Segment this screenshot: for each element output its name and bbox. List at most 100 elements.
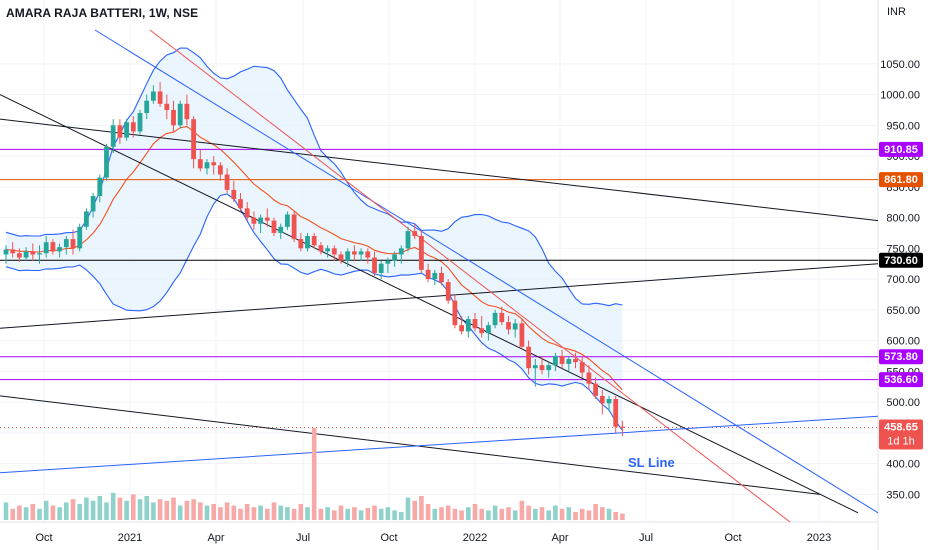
volume-bar [325,507,330,520]
volume-bar [338,505,344,520]
volume-bar [365,508,371,520]
volume-bar [265,508,270,520]
volume-bar [486,510,491,520]
volume-bar [305,507,310,520]
volume-bar [104,502,109,520]
price-label-text: 910.85 [884,144,918,156]
candle-body [546,365,552,371]
volume-bar [573,512,578,520]
price-tick-label: 1050.00 [880,59,920,71]
volume-bar [318,508,324,520]
ema-line [5,125,623,391]
candle [412,223,418,240]
candlesticks[interactable] [3,82,625,436]
candle-body [157,91,163,104]
candle-body [586,372,592,384]
candle-body [378,263,384,273]
price-label: 861.80 [879,172,923,188]
price-tick-label: 750.00 [886,243,920,255]
candle [104,143,109,181]
candle-body [37,253,42,255]
volume-bar [50,505,56,520]
volume-bar [385,507,391,520]
volume-bar [37,508,42,520]
candle [224,168,230,193]
volume-bar [258,505,263,520]
price-label-bg [879,252,923,268]
candle [305,232,310,252]
trend-lines[interactable] [0,29,879,523]
price-label-text: 536.60 [884,374,918,386]
volume-bar [77,504,82,520]
volume-bar [499,508,505,520]
volume-bar [412,500,417,520]
candle-body [191,119,196,160]
candle-body [345,251,351,261]
candle-body [432,272,438,280]
volume-bar [586,510,592,520]
volume-bar [332,510,337,520]
candle-body [472,319,478,329]
horizontal-levels[interactable] [0,148,878,429]
volume-bar [559,508,565,520]
trend-line [0,395,821,495]
volume-bar [70,499,76,520]
volume-bar [372,505,377,520]
volume-bar [3,502,9,520]
volume-bar [231,505,237,520]
candle-body [218,165,223,175]
volume-bar [606,508,612,520]
candle-body [3,249,9,255]
time-tick-label: 2022 [463,532,487,544]
candle [57,243,62,258]
candle-body [338,254,344,261]
volume-bar [358,510,364,520]
price-tick-label: 350.00 [886,489,920,501]
candle-body [593,383,598,396]
candle-body [104,146,109,178]
price-label-bg [879,172,923,188]
candle-body [465,319,471,332]
candle-body [365,251,371,258]
volume-bar [479,508,484,520]
candle [157,82,163,107]
candle-body [291,214,297,240]
price-label-bg [879,349,923,365]
price-label-bg [879,372,923,388]
volume-bar [23,507,29,520]
candle [204,159,210,175]
price-label: 536.60 [879,372,923,388]
volume-bar [238,508,243,520]
volume-bar [164,500,170,520]
candle-body [244,208,250,218]
candle-body [620,426,625,428]
time-tick-label: Jul [639,532,653,544]
candle-body [486,325,491,334]
volume-bar [144,496,149,520]
candle-body [63,239,69,248]
candle [620,420,625,436]
price-tick-label: 650.00 [886,305,920,317]
candle [177,100,183,129]
time-axis[interactable]: Oct 2021 Apr Jul Oct 2022 Apr Jul Oct 2023 [35,532,831,544]
candle [151,85,156,104]
volume-bar [553,505,558,520]
price-label: 458.65 1d 1h [879,419,923,450]
volume-bar [171,497,176,520]
candle [218,162,223,181]
candle [110,119,116,153]
candle [472,312,478,332]
time-tick-label: Jul [296,532,310,544]
price-tick-label: 600.00 [886,336,920,348]
candle-body [70,239,76,249]
candle [573,352,578,369]
candle-body [506,322,511,330]
candle-body [425,269,431,280]
volume-bar [445,505,451,520]
candle [553,352,558,372]
volume-bar [298,504,304,520]
candle [50,239,56,255]
candle [358,248,364,261]
candle [271,217,277,237]
